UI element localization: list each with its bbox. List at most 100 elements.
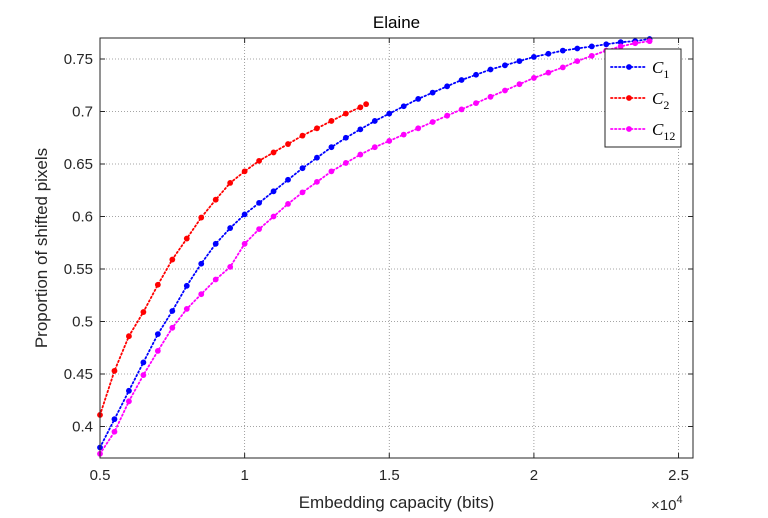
data-point — [516, 81, 523, 88]
data-point — [154, 281, 161, 288]
data-point — [154, 348, 161, 354]
data-point — [227, 180, 234, 186]
data-point — [357, 126, 364, 133]
data-point — [328, 168, 335, 175]
data-point — [126, 387, 132, 394]
legend-marker — [626, 95, 632, 101]
data-point — [502, 62, 508, 69]
data-point — [328, 118, 335, 124]
y-tick-label: 0.55 — [64, 261, 93, 278]
data-point — [473, 71, 479, 78]
data-point — [545, 69, 552, 76]
data-point — [617, 39, 624, 46]
data-point — [299, 132, 306, 139]
legend-entry-subscript: 1 — [663, 67, 669, 81]
data-point — [285, 201, 291, 207]
y-tick-label: 0.5 — [72, 314, 93, 331]
legend-marker — [626, 64, 632, 70]
x-axis-exponent: ×104 — [651, 494, 683, 514]
data-point — [502, 87, 508, 94]
data-point — [559, 47, 566, 54]
data-point — [314, 125, 320, 132]
data-point — [212, 240, 219, 247]
data-point — [285, 141, 291, 147]
data-point — [241, 211, 248, 218]
y-axis-label: Proportion of shifted pixels — [32, 148, 51, 348]
data-point — [574, 45, 581, 52]
x-tick-label: 1 — [240, 467, 248, 484]
y-tick-label: 0.75 — [64, 51, 93, 68]
data-point — [357, 104, 364, 111]
y-tick-label: 0.45 — [64, 366, 93, 383]
y-tick-label: 0.65 — [64, 156, 93, 173]
data-point — [429, 119, 436, 125]
data-point — [227, 225, 234, 231]
y-tick-label: 0.4 — [72, 419, 93, 436]
data-point — [429, 89, 436, 96]
series-c2 — [97, 101, 370, 418]
x-tick-label: 2.5 — [668, 467, 689, 484]
data-point — [241, 240, 248, 247]
data-point — [458, 106, 465, 113]
data-point — [487, 93, 494, 100]
data-point — [212, 276, 219, 283]
data-point — [588, 52, 595, 59]
x-tick-label: 2 — [530, 467, 538, 484]
data-point — [198, 214, 205, 221]
data-point — [183, 235, 190, 242]
data-point — [632, 40, 639, 47]
data-point — [386, 138, 393, 144]
x-tick-label: 1.5 — [379, 467, 400, 484]
data-point — [444, 112, 451, 119]
data-point — [400, 103, 407, 110]
data-point — [183, 306, 190, 312]
data-point — [531, 75, 537, 81]
x-tick-label: 0.5 — [90, 467, 111, 484]
data-point — [169, 256, 176, 263]
data-point — [363, 101, 370, 108]
series-layer — [97, 36, 653, 457]
data-point — [285, 176, 291, 183]
data-point — [415, 96, 422, 102]
data-point — [386, 110, 393, 117]
y-tick-label: 0.7 — [72, 104, 93, 121]
data-point — [241, 168, 248, 175]
data-point — [314, 154, 320, 161]
data-point — [487, 66, 494, 73]
data-point — [140, 372, 147, 378]
data-point — [342, 110, 349, 117]
data-point — [342, 160, 349, 166]
plot-border — [99, 37, 694, 459]
data-point — [328, 144, 335, 151]
series-c1 — [97, 36, 653, 451]
chart-title: Elaine — [373, 13, 420, 32]
data-point — [400, 131, 407, 138]
data-point — [198, 291, 205, 298]
plot-area — [100, 38, 693, 458]
data-point — [646, 38, 653, 45]
data-point — [256, 199, 262, 206]
data-point — [111, 428, 118, 435]
data-point — [545, 50, 552, 57]
data-point — [270, 149, 277, 156]
data-point — [169, 308, 176, 314]
legend-marker — [626, 126, 632, 132]
data-point — [588, 43, 595, 50]
x-axis-exponent-power: 4 — [676, 494, 682, 506]
data-point — [559, 64, 566, 71]
data-point — [198, 260, 205, 267]
data-point — [270, 213, 277, 220]
series-c12 — [97, 38, 653, 457]
data-point — [473, 100, 479, 106]
data-point — [371, 118, 378, 124]
data-point — [126, 333, 132, 340]
ticks: 0.5 1 1.5 2 2.5 0.4 0.45 0.5 0.55 0.6 0.65 0.7 0.75 — [64, 38, 693, 484]
data-point — [227, 264, 234, 270]
data-point — [183, 282, 190, 289]
legend-entry-subscript: 2 — [663, 98, 669, 112]
data-point — [314, 178, 320, 185]
data-point — [111, 367, 118, 374]
data-point — [256, 226, 262, 233]
data-point — [111, 416, 118, 423]
